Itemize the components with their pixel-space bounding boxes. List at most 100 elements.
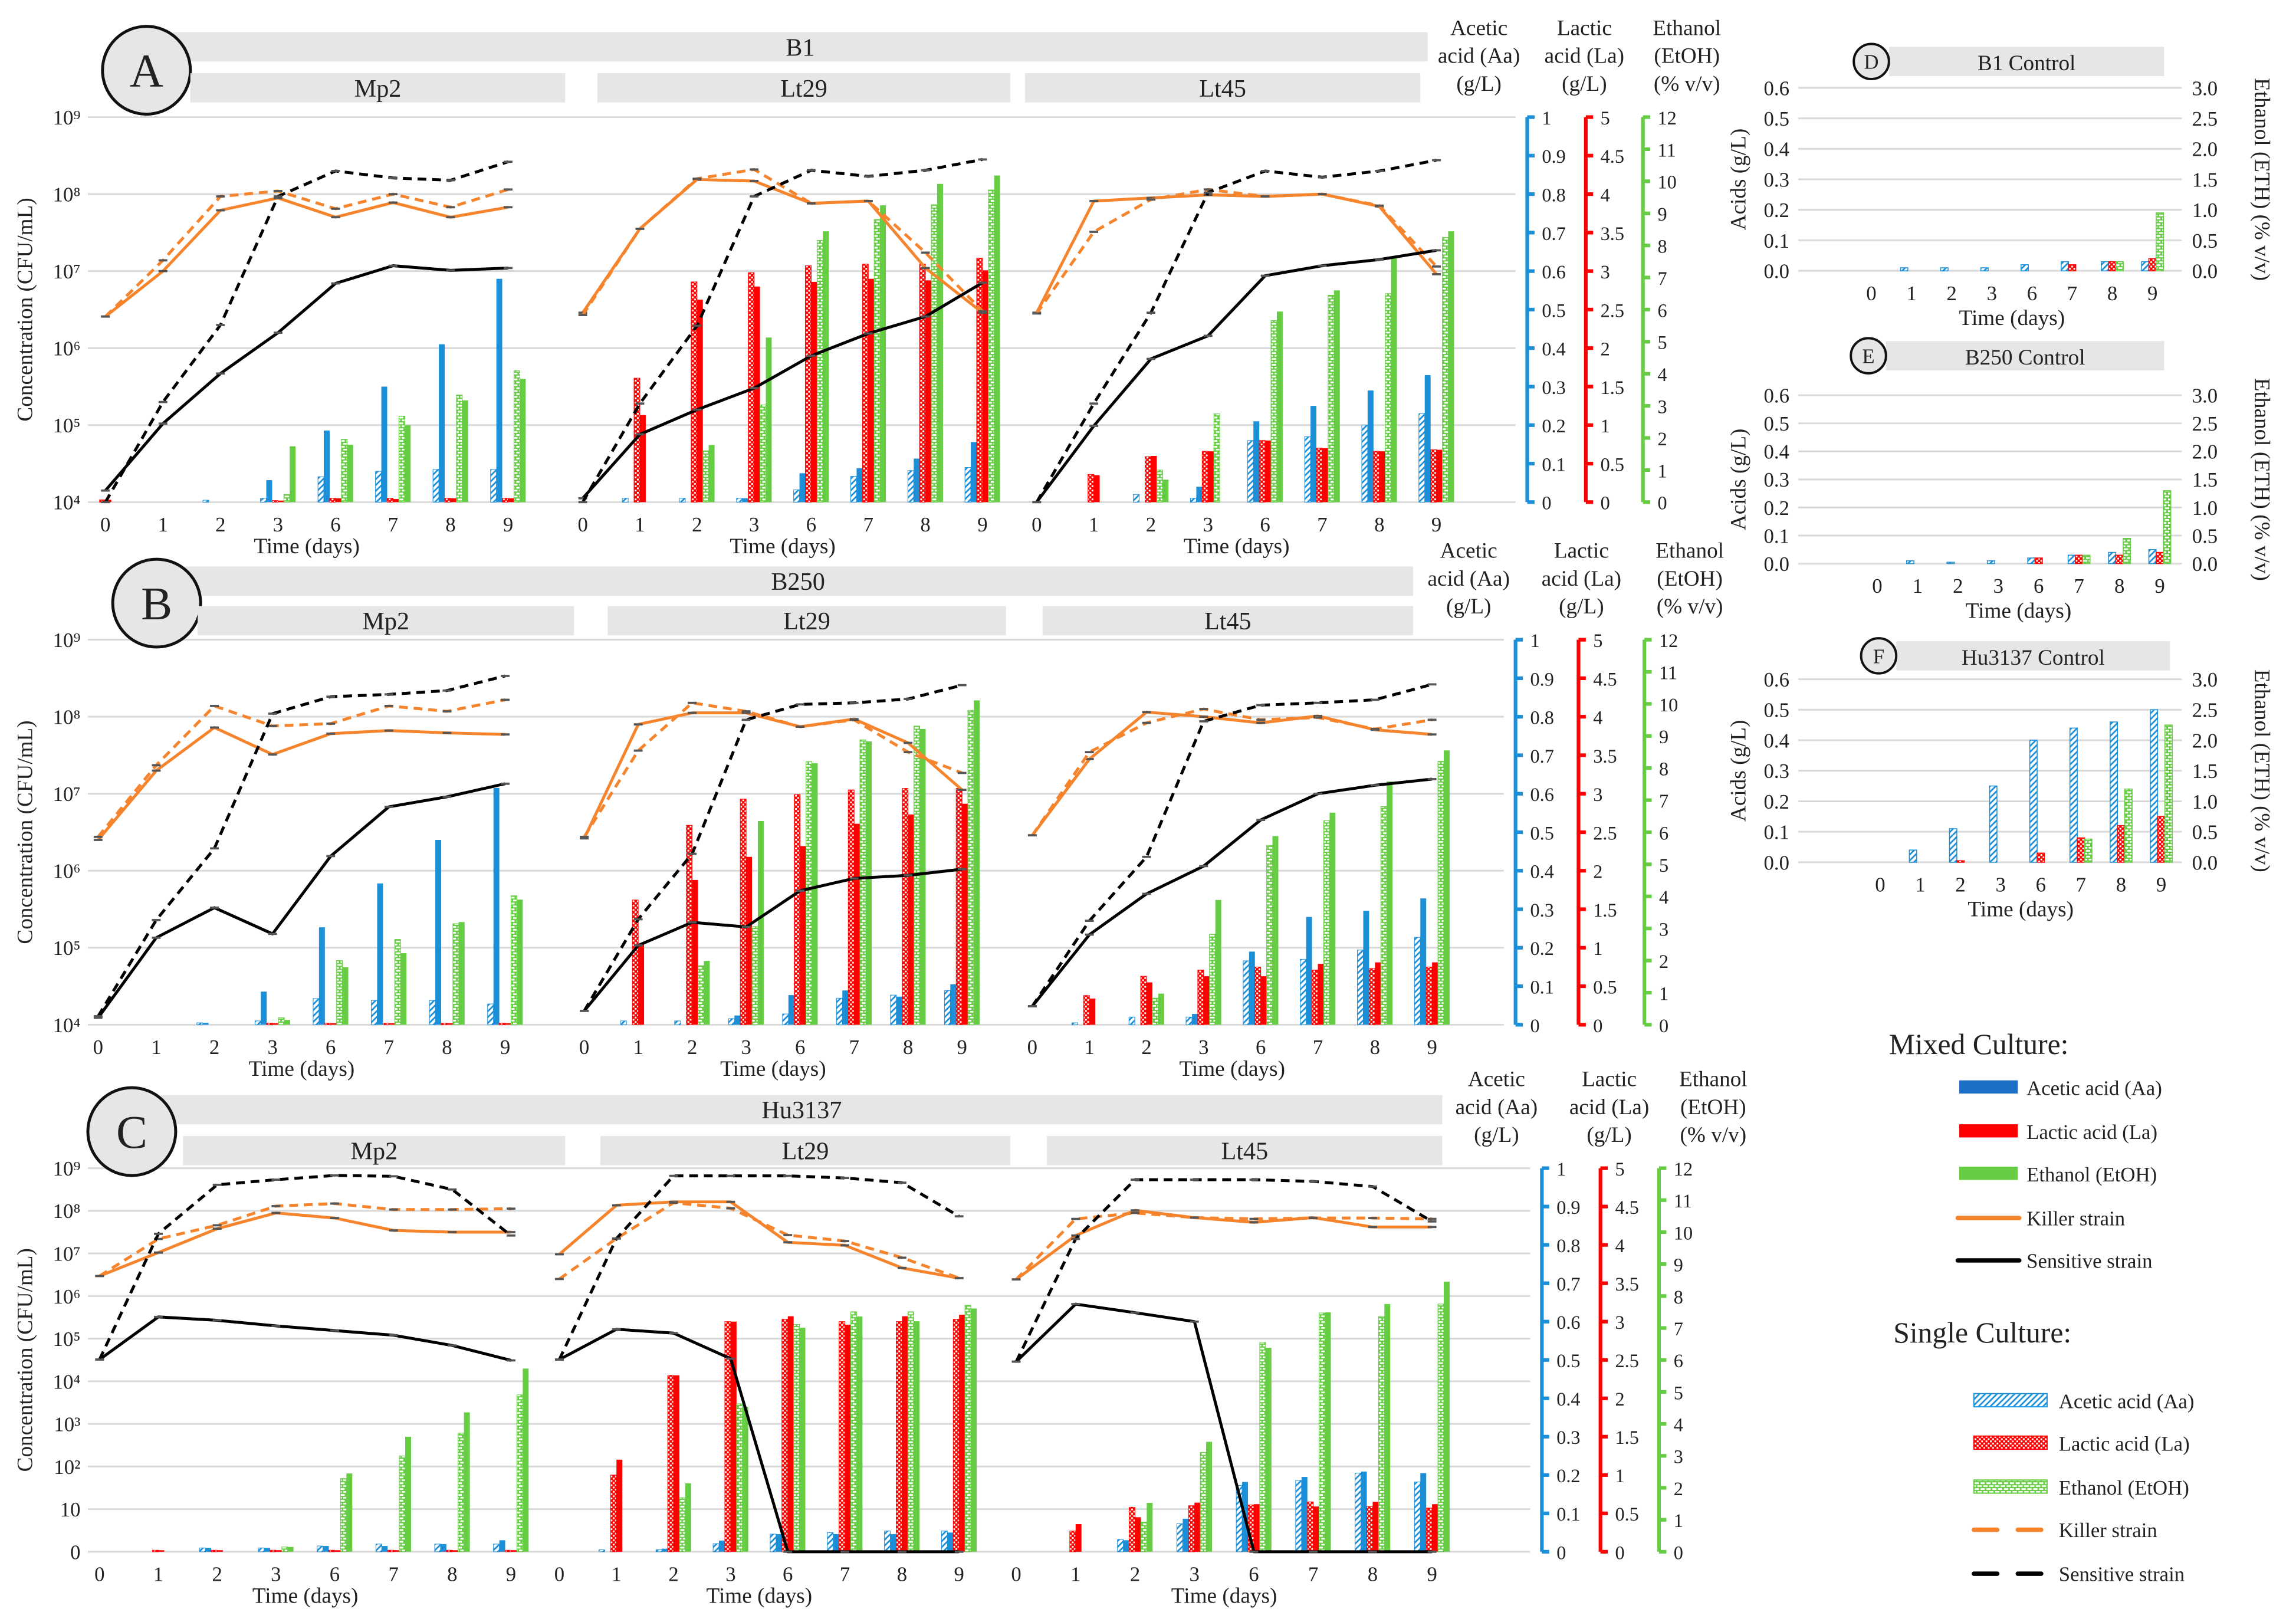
bar-et-mixed bbox=[1387, 782, 1393, 1025]
bar-et bbox=[2156, 212, 2164, 271]
panel-label-circle bbox=[1860, 637, 1898, 675]
bar-la-single bbox=[271, 500, 278, 503]
bar-aa-single bbox=[655, 1549, 662, 1552]
la-tick-label: 4 bbox=[1601, 185, 1610, 206]
bar-aa bbox=[1940, 267, 1949, 271]
et-tick-label: 2 bbox=[1658, 428, 1667, 449]
la-tick-label: 5 bbox=[1601, 107, 1610, 129]
la-tick-label: 4 bbox=[1593, 707, 1602, 728]
control-panel-D: B1 Control D 0.0 0.0 0.1 0.5 0.2 1.0 0.3 1.5 0.4 2.… bbox=[1726, 42, 2274, 330]
bar-la-single bbox=[848, 789, 855, 1025]
bar-aa-mixed bbox=[1253, 421, 1260, 503]
y-axis-title: Acids (g/L) bbox=[1726, 720, 1750, 822]
x-tick-label: 8 bbox=[1370, 1036, 1380, 1059]
y2-axis-title: Ethanol (ETH) (% v/v) bbox=[2249, 669, 2274, 872]
bar-la-mixed bbox=[638, 944, 645, 1025]
bar-aa-mixed bbox=[440, 1544, 446, 1552]
bar-et-mixed bbox=[520, 379, 526, 503]
bar-aa-mixed bbox=[947, 1532, 954, 1552]
y-tick-label: 0.2 bbox=[1764, 199, 1789, 222]
bar-la bbox=[2077, 837, 2085, 863]
et-axis-header: Ethanol bbox=[1653, 17, 1721, 41]
legend: Mixed Culture: Acetic acid (Aa) Lactic a… bbox=[1889, 1028, 2195, 1585]
bar-aa-single bbox=[1300, 958, 1307, 1025]
bar-la-mixed bbox=[674, 1375, 680, 1552]
y2-tick-label: 3.0 bbox=[2192, 668, 2218, 691]
y-tick-label: 0.0 bbox=[1764, 553, 1789, 576]
y-tick-label: 10⁸ bbox=[53, 706, 81, 729]
line-killer-mixed-strain bbox=[98, 1211, 511, 1278]
line-killer-single-strain bbox=[97, 698, 506, 838]
bar-aa-mixed bbox=[205, 1548, 212, 1552]
et-tick-label: 5 bbox=[1659, 855, 1668, 876]
bar-aa bbox=[2110, 721, 2118, 863]
bar-la-single bbox=[270, 1549, 277, 1552]
panel-label-circle bbox=[101, 25, 192, 116]
line-sensitive-single-strain bbox=[104, 160, 509, 503]
x-tick-label: 6 bbox=[806, 513, 816, 536]
bar-aa-single bbox=[890, 994, 897, 1025]
la-tick-label: 0.5 bbox=[1593, 977, 1617, 998]
aa-axis-header: Acetic bbox=[1450, 17, 1507, 41]
bar-la-mixed bbox=[845, 1324, 851, 1552]
bar-aa bbox=[2029, 740, 2038, 863]
la-tick-label: 2.5 bbox=[1615, 1350, 1639, 1371]
bar-aa-mixed bbox=[833, 1534, 839, 1552]
bar-et-mixed bbox=[974, 700, 980, 1025]
x-tick-label: 9 bbox=[2156, 874, 2166, 897]
bar-la-single bbox=[1312, 970, 1318, 1025]
bar-aa bbox=[1949, 828, 1957, 863]
x-tick-label: 2 bbox=[668, 1563, 678, 1586]
bar-la-mixed bbox=[1260, 976, 1267, 1025]
et-tick-label: 8 bbox=[1659, 759, 1668, 780]
bar-la-mixed bbox=[272, 1023, 279, 1025]
y2-tick-label: 1.0 bbox=[2192, 790, 2218, 813]
bar-la-mixed bbox=[639, 415, 646, 503]
line-killer-single-strain bbox=[1031, 707, 1433, 836]
aa-tick-label: 0.6 bbox=[1530, 784, 1554, 805]
subplot-title-bar bbox=[597, 73, 1011, 103]
x-tick-label: 1 bbox=[151, 1036, 161, 1059]
la-tick-label: 4 bbox=[1615, 1235, 1625, 1256]
y-tick-label: 10⁹ bbox=[53, 629, 81, 652]
bar-la-mixed bbox=[452, 1550, 458, 1552]
y-tick-label: 10⁹ bbox=[53, 1157, 81, 1180]
bar-la-single bbox=[1188, 1505, 1195, 1552]
bar-la-single bbox=[1367, 1506, 1373, 1552]
et-axis-header: (EtOH) bbox=[1680, 1095, 1746, 1119]
subplot-title: Mp2 bbox=[362, 608, 409, 635]
y-tick-label: 0.2 bbox=[1764, 497, 1789, 520]
bar-aa-mixed bbox=[776, 1534, 782, 1552]
la-axis-header: Lactic bbox=[1582, 1068, 1637, 1092]
bar-et-mixed bbox=[758, 820, 764, 1025]
y-tick-label: 10⁶ bbox=[53, 337, 81, 360]
aa-axis-header: Acetic bbox=[1468, 1068, 1525, 1092]
bar-et-single bbox=[1378, 1316, 1385, 1552]
y-tick-label: 10⁵ bbox=[53, 937, 81, 960]
y2-tick-label: 1.5 bbox=[2192, 760, 2218, 783]
y-tick-label: 10 bbox=[60, 1498, 81, 1521]
bar-et-mixed bbox=[685, 1483, 691, 1552]
bar-la bbox=[2115, 554, 2124, 564]
bar-la-single bbox=[724, 1321, 731, 1552]
bar-la-single bbox=[502, 498, 509, 503]
aa-tick-label: 0.9 bbox=[1530, 668, 1554, 689]
et-tick-label: 4 bbox=[1674, 1414, 1683, 1436]
x-tick-label: 8 bbox=[920, 513, 930, 536]
bar-et bbox=[2164, 724, 2173, 863]
bar-aa-mixed bbox=[499, 1540, 505, 1552]
x-tick-label: 8 bbox=[903, 1036, 913, 1059]
la-tick-label: 0.5 bbox=[1615, 1503, 1639, 1525]
bar-la-mixed bbox=[1318, 964, 1324, 1025]
bar-et-mixed bbox=[919, 728, 926, 1025]
bar-la-single bbox=[324, 1023, 331, 1025]
bar-la-single bbox=[1129, 1506, 1136, 1552]
control-title-bar bbox=[1886, 341, 2164, 370]
et-axis-header: (% v/v) bbox=[1657, 595, 1723, 619]
line-sensitive-mixed-strain bbox=[98, 1315, 512, 1362]
bar-aa-single bbox=[793, 489, 800, 503]
y-tick-label: 10⁴ bbox=[53, 491, 81, 514]
y-tick-label: 10⁵ bbox=[53, 414, 81, 437]
x-tick-label: 2 bbox=[1130, 1563, 1140, 1586]
la-axis-header: acid (La) bbox=[1569, 1095, 1649, 1119]
